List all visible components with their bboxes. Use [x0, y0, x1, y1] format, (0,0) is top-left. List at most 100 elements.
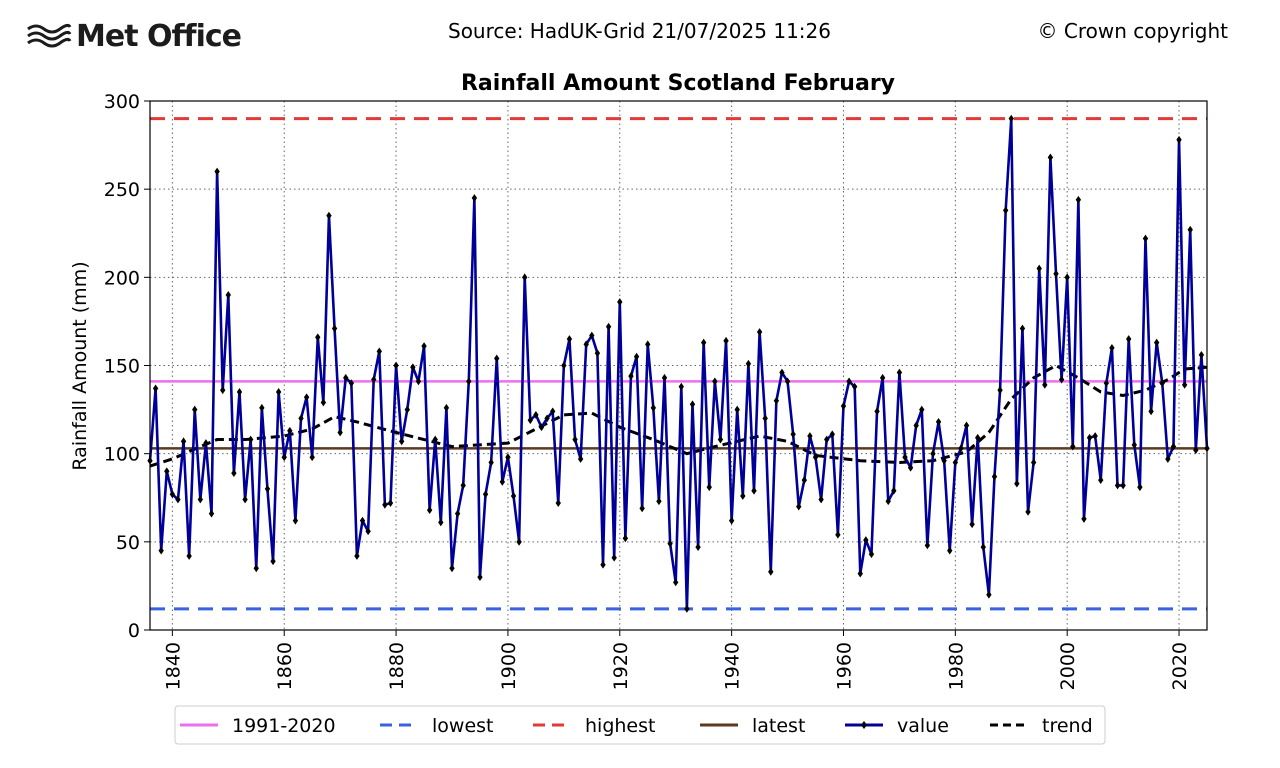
- value-point: [645, 340, 651, 349]
- legend-box: [174, 705, 1106, 745]
- value-point: [315, 333, 321, 342]
- value-point: [1176, 135, 1182, 144]
- value-point: [538, 423, 545, 432]
- value-point: [158, 546, 164, 555]
- legend-item-value: value: [845, 715, 949, 737]
- value-point: [393, 361, 399, 370]
- value-point: [913, 421, 919, 430]
- value-point: [197, 495, 204, 504]
- legend-label: value: [897, 715, 949, 737]
- logo-text: Met Office: [76, 18, 242, 54]
- y-axis-label: Rainfall Amount (mm): [69, 261, 91, 470]
- value-point: [784, 377, 791, 386]
- value-point: [1064, 273, 1070, 282]
- value-point: [488, 458, 494, 467]
- value-point: [1008, 114, 1014, 123]
- value-point: [980, 543, 986, 552]
- y-tick-label: 0: [128, 620, 140, 642]
- value-point: [863, 536, 869, 544]
- value-point: [449, 564, 455, 573]
- legend-label: 1991-2020: [232, 715, 336, 737]
- x-axis-ticks: 1840 1860 1880 1900 1920 1940 1960 1980 2000 2020: [162, 630, 1191, 690]
- value-point: [617, 298, 623, 306]
- legend-item-latest: latest: [700, 715, 805, 737]
- value-point: [236, 388, 243, 396]
- value-point: [499, 477, 506, 486]
- value-point: [1053, 269, 1059, 278]
- value-point: [438, 518, 444, 527]
- trend-line: [149, 363, 1208, 468]
- legend-label: lowest: [432, 715, 493, 737]
- value-point: [1025, 507, 1031, 516]
- value-point: [1126, 335, 1132, 343]
- value-point: [186, 552, 192, 560]
- value-point: [566, 335, 573, 343]
- y-tick-label: 250: [104, 179, 140, 201]
- value-point: [924, 541, 931, 550]
- value-point: [706, 483, 712, 492]
- value-point: [605, 322, 612, 331]
- value-point: [868, 550, 875, 559]
- value-point: [673, 578, 679, 587]
- value-point: [270, 557, 276, 566]
- value-point: [527, 416, 533, 425]
- value-point: [751, 486, 757, 495]
- value-point: [812, 453, 819, 462]
- value-point: [963, 421, 970, 430]
- value-point: [203, 439, 209, 447]
- value-point: [583, 340, 589, 349]
- value-point: [1098, 476, 1104, 485]
- value-point: [622, 534, 629, 543]
- value-point: [1187, 225, 1193, 234]
- value-point: [1109, 343, 1115, 352]
- value-point: [326, 211, 332, 220]
- value-point: [309, 453, 315, 462]
- value-point: [298, 414, 304, 423]
- value-point: [331, 324, 338, 333]
- value-point: [1148, 407, 1154, 416]
- value-point: [320, 398, 327, 407]
- value-point: [667, 539, 673, 548]
- value-point: [549, 407, 556, 416]
- value-point: [432, 435, 438, 444]
- value-line: [148, 117, 1209, 611]
- value-point: [192, 405, 198, 414]
- value-point: [247, 435, 254, 444]
- value-point: [796, 502, 802, 511]
- value-point: [734, 405, 740, 414]
- value-point: [835, 530, 841, 539]
- value-point: [969, 520, 975, 529]
- x-tick-label: 1900: [498, 642, 520, 690]
- legend-item-1991-2020: 1991-2020: [180, 715, 336, 737]
- met-office-logo-icon: [27, 23, 72, 48]
- value-point: [572, 435, 578, 444]
- y-axis-ticks: 0 50 100 150 200 250 300: [104, 91, 150, 642]
- value-point: [952, 458, 959, 467]
- x-tick-label: 1920: [610, 642, 632, 690]
- legend-item-trend: trend: [990, 715, 1093, 737]
- value-point: [1036, 264, 1042, 273]
- value-point: [896, 368, 903, 377]
- value-point: [180, 437, 187, 446]
- value-point: [935, 418, 942, 426]
- value-point: [700, 338, 707, 347]
- value-point: [846, 377, 852, 386]
- value-point: [275, 388, 282, 396]
- value-point: [857, 569, 863, 578]
- value-point: [885, 497, 891, 506]
- value-point: [454, 509, 461, 518]
- value-point: [561, 361, 567, 370]
- legend-label: latest: [752, 715, 805, 737]
- value-point: [628, 372, 634, 380]
- value-point: [253, 564, 259, 573]
- value-point: [220, 386, 226, 395]
- value-point: [398, 437, 405, 446]
- value-point: [991, 472, 998, 481]
- value-point: [164, 467, 170, 476]
- x-tick-label: 1940: [722, 642, 744, 690]
- value-point: [958, 444, 964, 453]
- value-point: [1081, 515, 1087, 523]
- value-point: [1181, 380, 1188, 389]
- x-tick-label: 2020: [1169, 642, 1191, 690]
- value-point: [1070, 442, 1076, 451]
